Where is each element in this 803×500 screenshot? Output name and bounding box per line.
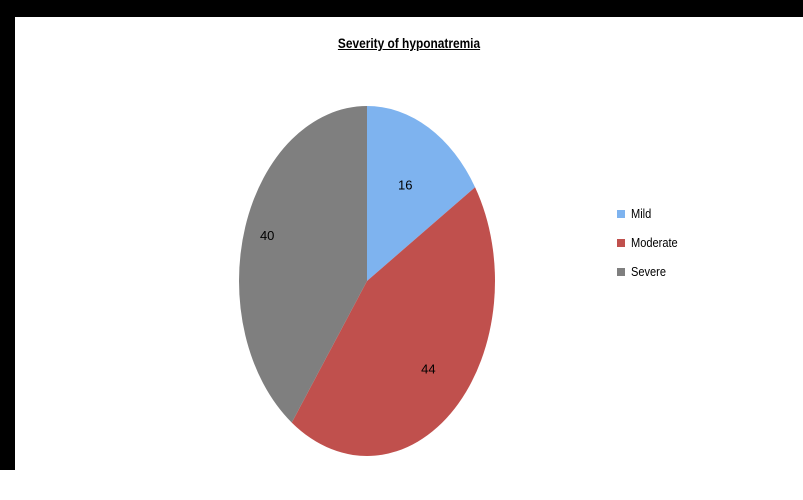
data-label-mild: 16	[398, 177, 412, 192]
legend-swatch-mild	[617, 209, 625, 218]
legend-label-severe: Severe	[631, 264, 667, 279]
data-label-severe: 40	[260, 228, 274, 243]
chart-title: Severity of hyponatremia	[337, 35, 481, 51]
legend-item-severe: Severe	[617, 257, 737, 286]
legend-swatch-moderate	[617, 238, 625, 247]
legend-item-moderate: Moderate	[617, 228, 737, 257]
legend-swatch-severe	[617, 267, 625, 276]
pie-chart: 16 44 40	[239, 106, 495, 456]
legend: Mild Moderate Severe	[617, 199, 737, 286]
pie-slices	[239, 106, 495, 456]
legend-item-mild: Mild	[617, 199, 737, 228]
bottom-strip	[0, 470, 803, 500]
pie-data-labels: 16 44 40	[260, 177, 436, 376]
pie-slice-moderate	[291, 187, 495, 456]
legend-label-moderate: Moderate	[631, 235, 678, 250]
chart-area: Severity of hyponatremia 16 44 40 Mild Mod…	[15, 17, 803, 470]
pie-slice-severe	[239, 106, 367, 423]
data-label-moderate: 44	[421, 362, 435, 377]
legend-label-mild: Mild	[631, 206, 652, 221]
pie-slice-mild	[367, 106, 476, 281]
